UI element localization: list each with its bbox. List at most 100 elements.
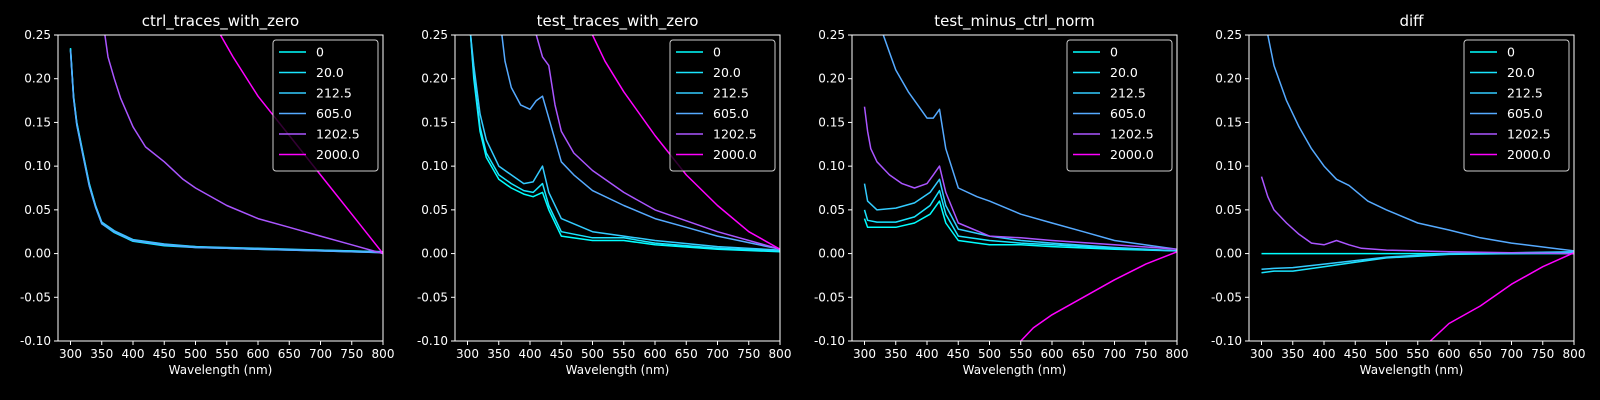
legend-label: 0 — [713, 45, 721, 60]
legend-label: 1202.5 — [713, 127, 757, 142]
y-tick-label: 0.05 — [24, 203, 51, 217]
series-group — [1260, 35, 1574, 341]
x-tick-label: 550 — [1406, 347, 1429, 361]
x-tick-label: 700 — [1500, 347, 1523, 361]
x-tick-label: 550 — [215, 347, 238, 361]
y-tick-label: 0.25 — [818, 28, 845, 42]
x-tick-label: 500 — [184, 347, 207, 361]
y-tick-label: 0.10 — [818, 159, 845, 173]
legend-label: 20.0 — [1507, 65, 1535, 80]
y-tick-label: 0.10 — [421, 159, 448, 173]
series-line-1 — [469, 35, 780, 253]
chart-title: diff — [1399, 12, 1424, 30]
y-tick-label: -0.10 — [20, 334, 51, 348]
x-tick-label: 600 — [1438, 347, 1461, 361]
x-tick-label: 750 — [340, 347, 363, 361]
y-tick-label: 0.10 — [24, 159, 51, 173]
legend-label: 212.5 — [316, 86, 352, 101]
legend-label: 20.0 — [1110, 65, 1138, 80]
y-tick-label: -0.05 — [814, 290, 845, 304]
legend-label: 605.0 — [713, 106, 749, 121]
series-line-5 — [104, 35, 383, 255]
axes-frame — [1248, 34, 1575, 342]
series-line-4 — [882, 35, 1177, 250]
legend-label: 2000.0 — [1110, 147, 1154, 162]
series-line-3 — [469, 35, 780, 251]
y-tick-label: 0.00 — [1215, 247, 1242, 261]
legend-label: 20.0 — [316, 65, 344, 80]
y-tick-label: 0.15 — [24, 115, 51, 129]
series-line-6 — [1020, 251, 1177, 341]
legend-label: 0 — [1110, 45, 1118, 60]
x-tick-label: 450 — [550, 347, 573, 361]
x-tick-label: 650 — [1072, 347, 1095, 361]
x-tick-label: 600 — [1041, 347, 1064, 361]
legend-label: 605.0 — [316, 106, 352, 121]
y-tick-label: -0.05 — [20, 290, 51, 304]
series-line-2 — [1261, 251, 1574, 274]
x-tick-label: 400 — [916, 347, 939, 361]
y-tick-label: 0.05 — [818, 203, 845, 217]
x-tick-label: 700 — [706, 347, 729, 361]
series-line-3 — [863, 178, 1177, 252]
x-axis-label: Wavelength (nm) — [566, 363, 670, 377]
series-line-3 — [1261, 251, 1574, 271]
chart-panel-3: test_minus_ctrl_norm 300 350 400 450 500 550 60… — [814, 12, 1189, 377]
y-tick-label: 0.05 — [421, 203, 448, 217]
y-tick-label: -0.10 — [814, 334, 845, 348]
chart-panel-1: ctrl_traces_with_zero 300 350 400 450 500 550 6… — [20, 12, 395, 377]
series-line-5 — [863, 106, 1177, 250]
y-tick-label: 0.15 — [421, 115, 448, 129]
x-tick-label: 800 — [1166, 347, 1189, 361]
x-tick-label: 700 — [1103, 347, 1126, 361]
y-tick-label: 0.20 — [1215, 72, 1242, 86]
x-tick-label: 550 — [612, 347, 635, 361]
x-tick-label: 800 — [1563, 347, 1586, 361]
series-line-5 — [535, 35, 780, 250]
series-line-4 — [1267, 35, 1574, 252]
legend-label: 2000.0 — [713, 147, 757, 162]
chart-title: ctrl_traces_with_zero — [142, 12, 299, 31]
x-tick-label: 350 — [884, 347, 907, 361]
y-tick-label: 0.15 — [1215, 115, 1242, 129]
x-tick-label: 500 — [581, 347, 604, 361]
x-tick-label: 750 — [737, 347, 760, 361]
y-tick-label: -0.05 — [417, 290, 448, 304]
chart-panel-4: diff 300 350 400 450 500 550 600 650 700 750 800 -0.… — [1211, 12, 1586, 377]
x-axis-label: Wavelength (nm) — [169, 363, 273, 377]
x-tick-label: 550 — [1009, 347, 1032, 361]
legend: 0 20.0 212.5 605.0 1202.5 2000.0 — [1066, 39, 1173, 172]
x-tick-label: 750 — [1531, 347, 1554, 361]
y-tick-label: -0.05 — [1211, 290, 1242, 304]
x-tick-label: 650 — [1469, 347, 1492, 361]
y-tick-label: 0.20 — [421, 72, 448, 86]
y-tick-label: -0.10 — [1211, 334, 1242, 348]
y-tick-label: -0.10 — [417, 334, 448, 348]
legend-label: 2000.0 — [316, 147, 360, 162]
x-tick-label: 400 — [1313, 347, 1336, 361]
y-tick-label: 0.00 — [421, 247, 448, 261]
x-axis-label: Wavelength (nm) — [963, 363, 1067, 377]
y-tick-label: 0.10 — [1215, 159, 1242, 173]
y-tick-label: 0.20 — [818, 72, 845, 86]
series-line-2 — [863, 189, 1177, 252]
x-tick-label: 350 — [90, 347, 113, 361]
legend-label: 605.0 — [1110, 106, 1146, 121]
series-line-2 — [469, 35, 780, 252]
legend-label: 1202.5 — [1507, 127, 1551, 142]
axes-frame — [454, 34, 781, 342]
y-tick-label: 0.00 — [24, 247, 51, 261]
y-tick-label: 0.20 — [24, 72, 51, 86]
axes-frame — [851, 34, 1178, 342]
series-line-4 — [69, 50, 383, 254]
x-axis-label: Wavelength (nm) — [1360, 363, 1464, 377]
legend-label: 1202.5 — [316, 127, 360, 142]
legend-label: 212.5 — [713, 86, 749, 101]
x-tick-label: 600 — [644, 347, 667, 361]
x-tick-label: 450 — [1344, 347, 1367, 361]
x-tick-label: 400 — [122, 347, 145, 361]
legend: 0 20.0 212.5 605.0 1202.5 2000.0 — [272, 39, 379, 172]
legend-label: 212.5 — [1110, 86, 1146, 101]
y-tick-label: 0.05 — [1215, 203, 1242, 217]
